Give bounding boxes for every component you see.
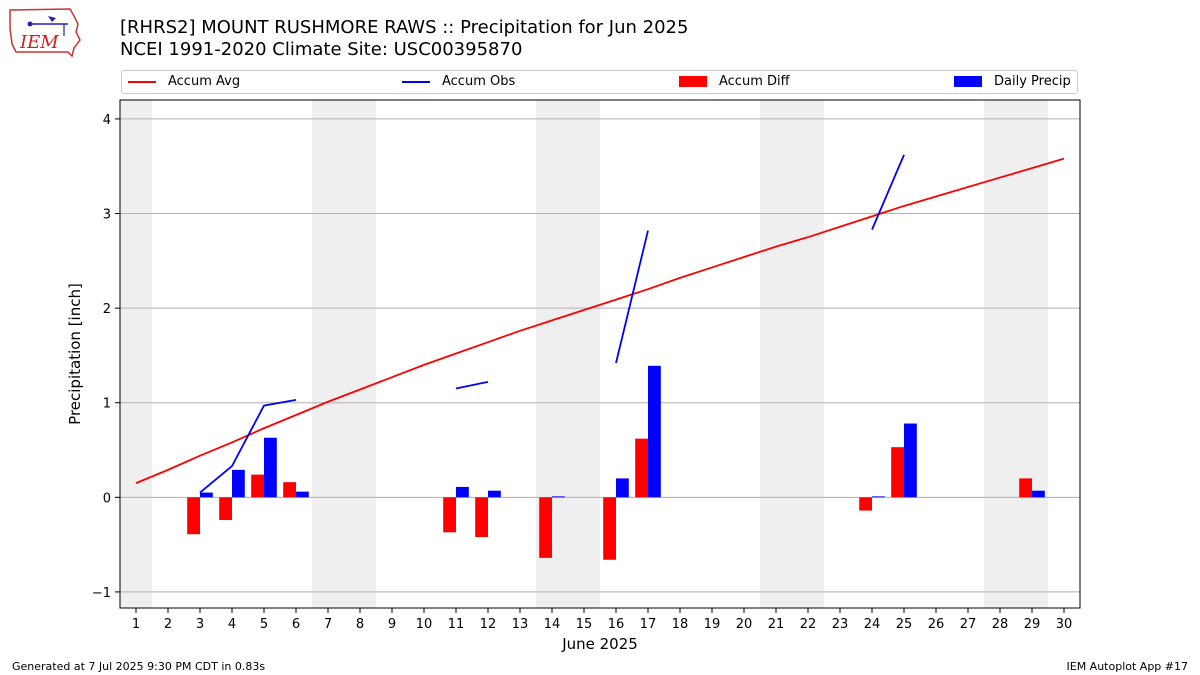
chart-title: [RHRS2] MOUNT RUSHMORE RAWS :: Precipita… [120, 17, 689, 38]
accum-diff-bar-day-14 [539, 497, 552, 558]
x-tick-label: 16 [608, 617, 625, 632]
x-tick-label: 9 [388, 617, 396, 632]
x-tick-label: 18 [672, 617, 689, 632]
x-tick-label: 13 [512, 617, 529, 632]
y-tick-label: 3 [103, 208, 111, 223]
accum-obs-line-segment-2 [615, 230, 649, 364]
legend: Accum Avg Accum Obs Accum Diff Daily Pre… [121, 70, 1078, 94]
x-tick-label: 15 [576, 617, 593, 632]
daily-precip-bar-day-25 [904, 423, 917, 498]
accum-diff-bar-day-25 [891, 447, 904, 498]
daily-precip-bar-day-5 [264, 437, 277, 498]
weekend-band-21 [760, 100, 792, 608]
x-tick-label: 27 [960, 617, 977, 632]
legend-label-accum-diff: Accum Diff [719, 74, 790, 89]
accum-diff-bar-day-12 [475, 497, 488, 538]
daily-precip-bar-day-14 [552, 496, 565, 498]
x-tick-label: 3 [196, 617, 204, 632]
x-tick-label: 20 [736, 617, 753, 632]
accum-obs-line-segment-1 [455, 381, 489, 390]
generated-timestamp: Generated at 7 Jul 2025 9:30 PM CDT in 0… [12, 660, 266, 673]
x-tick-label: 6 [292, 617, 300, 632]
daily-precip-bar-day-17 [648, 365, 661, 498]
x-tick-label: 26 [928, 617, 945, 632]
x-tick-label: 24 [864, 617, 881, 632]
x-tick-label: 7 [324, 617, 332, 632]
weekend-band-28 [984, 100, 1016, 608]
accum-diff-bar-day-5 [251, 474, 264, 498]
x-tick-label: 11 [448, 617, 465, 632]
legend-label-accum-obs: Accum Obs [442, 74, 516, 89]
legend-label-accum-avg: Accum Avg [168, 74, 241, 89]
iem-logo: IEM [8, 6, 82, 62]
chart-subtitle: NCEI 1991-2020 Climate Site: USC00395870 [120, 39, 523, 60]
legend-label-daily-precip: Daily Precip [994, 74, 1071, 89]
legend-swatch-accum-obs [402, 81, 430, 83]
accum-diff-bar-day-24 [859, 497, 872, 511]
x-tick-label: 4 [228, 617, 236, 632]
legend-swatch-daily-precip [954, 76, 982, 87]
x-tick-label: 28 [992, 617, 1009, 632]
plot-frame [119, 99, 1081, 609]
weekend-band-29 [1016, 100, 1048, 608]
iowa-outline-icon: IEM [9, 8, 81, 58]
daily-precip-bar-day-3 [200, 492, 213, 498]
weekend-band-22 [792, 100, 824, 608]
x-tick-label: 23 [832, 617, 849, 632]
daily-precip-bar-day-4 [232, 469, 245, 498]
weekend-band-15 [568, 100, 600, 608]
x-tick-label: 14 [544, 617, 561, 632]
legend-swatch-accum-avg [128, 81, 156, 83]
x-tick-label: 21 [768, 617, 785, 632]
logo-text: IEM [19, 32, 59, 53]
y-axis-label: Precipitation [inch] [66, 283, 84, 425]
x-tick-label: 1 [132, 617, 140, 632]
y-tick-label: 4 [103, 113, 111, 128]
accum-diff-bar-day-17 [635, 438, 648, 498]
daily-precip-bar-day-16 [616, 478, 629, 498]
accum-obs-line-segment-3 [871, 154, 905, 230]
y-tick-label: 0 [103, 491, 111, 506]
daily-precip-bar-day-12 [488, 490, 501, 498]
x-tick-label: 25 [896, 617, 913, 632]
x-tick-label: 29 [1024, 617, 1041, 632]
accum-diff-bar-day-3 [187, 497, 200, 535]
weekend-band-1 [120, 100, 152, 608]
accum-obs-line-segment-0 [199, 398, 297, 494]
x-tick-label: 17 [640, 617, 657, 632]
accum-avg-line-segment-0 [135, 157, 1065, 484]
x-tick-label: 12 [480, 617, 497, 632]
x-tick-label: 30 [1056, 617, 1073, 632]
daily-precip-bar-day-24 [872, 496, 885, 498]
x-tick-label: 10 [416, 617, 433, 632]
x-tick-label: 19 [704, 617, 721, 632]
daily-precip-bar-day-29 [1032, 490, 1045, 498]
y-tick-label: 1 [103, 397, 111, 412]
accum-diff-bar-day-4 [219, 497, 232, 521]
weekend-band-8 [344, 100, 376, 608]
y-tick-label: −1 [92, 586, 111, 601]
x-tick-label: 8 [356, 617, 364, 632]
daily-precip-bar-day-11 [456, 486, 469, 498]
y-tick-label: 2 [103, 302, 111, 317]
accum-diff-bar-day-29 [1019, 478, 1032, 498]
weekend-band-7 [312, 100, 344, 608]
daily-precip-bar-day-6 [296, 491, 309, 498]
x-tick-label: 5 [260, 617, 268, 632]
x-tick-label: 22 [800, 617, 817, 632]
x-tick-label: 2 [164, 617, 172, 632]
legend-swatch-accum-diff [679, 76, 707, 87]
accum-diff-bar-day-16 [603, 497, 616, 560]
x-axis-label: June 2025 [561, 635, 638, 653]
accum-diff-bar-day-11 [443, 497, 456, 533]
accum-diff-bar-day-6 [283, 482, 296, 498]
app-credit: IEM Autoplot App #17 [1066, 660, 1189, 673]
